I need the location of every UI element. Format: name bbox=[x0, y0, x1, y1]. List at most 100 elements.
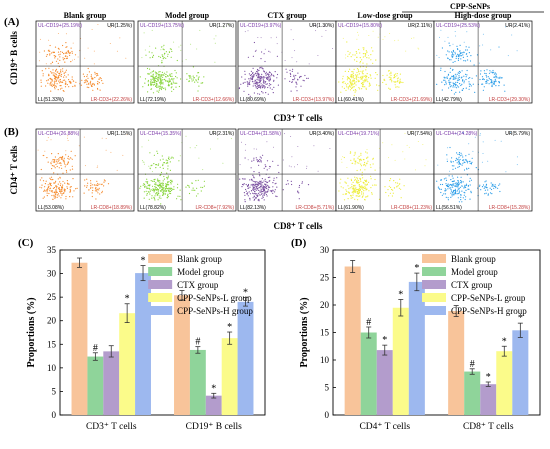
flow-dot bbox=[479, 184, 481, 186]
flow-dot bbox=[58, 162, 60, 164]
flow-dot bbox=[356, 52, 358, 54]
flow-dot bbox=[59, 181, 61, 183]
x-tick-label: CD3⁺ T cells bbox=[86, 422, 137, 432]
flow-dot bbox=[460, 180, 462, 182]
flow-dot bbox=[248, 78, 250, 80]
flow-dot bbox=[50, 182, 52, 184]
flow-dot bbox=[267, 93, 269, 95]
flow-dot bbox=[448, 42, 450, 44]
flow-dot bbox=[462, 132, 463, 133]
flow-plot-frame bbox=[335, 20, 435, 104]
flow-column-title: Model group bbox=[165, 11, 210, 20]
flow-dot bbox=[57, 183, 59, 185]
flow-dot bbox=[346, 190, 348, 192]
flow-dot bbox=[189, 147, 191, 149]
flow-dot bbox=[230, 138, 232, 140]
flow-dot bbox=[141, 146, 143, 148]
flow-dot bbox=[356, 133, 358, 135]
flow-dot bbox=[441, 47, 443, 49]
flow-dot bbox=[453, 180, 455, 182]
flow-dot bbox=[458, 160, 460, 162]
flow-dot bbox=[145, 54, 147, 56]
flow-dot bbox=[273, 75, 275, 77]
flow-dot bbox=[194, 147, 196, 149]
flow-dot bbox=[96, 190, 98, 192]
legend-swatch bbox=[148, 293, 173, 302]
flow-dot bbox=[458, 76, 460, 78]
flow-dot bbox=[159, 56, 162, 58]
flow-dot bbox=[465, 76, 467, 78]
flow-dot bbox=[246, 193, 248, 195]
flow-dot bbox=[251, 78, 253, 80]
flow-dot bbox=[368, 82, 371, 84]
flow-dot bbox=[298, 186, 300, 188]
flow-dot bbox=[255, 49, 257, 51]
flow-dot bbox=[262, 188, 264, 191]
flow-dot bbox=[455, 157, 457, 159]
flow-dot bbox=[162, 46, 164, 48]
flow-dot bbox=[63, 163, 66, 165]
flow-dot bbox=[347, 177, 349, 179]
flow-dot bbox=[46, 192, 48, 194]
flow-dot bbox=[90, 80, 92, 82]
flow-dot bbox=[262, 85, 264, 88]
flow-dot bbox=[173, 78, 175, 80]
significance-mark: # bbox=[470, 359, 475, 370]
flow-dot bbox=[452, 82, 454, 84]
flow-plot-frame bbox=[433, 128, 533, 212]
flow-dot bbox=[97, 74, 99, 76]
flow-dot bbox=[171, 86, 173, 88]
flow-dot bbox=[255, 196, 257, 198]
flow-dot bbox=[54, 159, 56, 161]
flow-dot bbox=[59, 59, 61, 62]
flow-dot bbox=[164, 87, 166, 89]
flow-dot bbox=[48, 67, 50, 69]
y-tick-label: 0 bbox=[52, 410, 57, 420]
flow-dot bbox=[60, 192, 62, 194]
flow-dot bbox=[91, 85, 93, 87]
flow-dot bbox=[465, 78, 467, 81]
flow-dot bbox=[161, 82, 163, 85]
flow-dot bbox=[293, 79, 295, 81]
flow-dot bbox=[49, 54, 51, 56]
flow-dot bbox=[463, 60, 465, 62]
flow-dot bbox=[173, 88, 175, 90]
flow-dot bbox=[444, 188, 446, 190]
flow-dot bbox=[358, 73, 360, 75]
flow-dot bbox=[304, 74, 306, 77]
flow-dot bbox=[411, 37, 412, 39]
flow-dot bbox=[153, 180, 155, 183]
flow-dot bbox=[346, 86, 348, 88]
y-axis-label: Proportions (%) bbox=[299, 297, 310, 367]
flow-dot bbox=[53, 196, 55, 198]
flow-dot bbox=[453, 194, 455, 196]
flow-dot bbox=[197, 77, 199, 79]
flow-dot bbox=[170, 56, 172, 58]
flow-dot bbox=[194, 81, 196, 83]
quadrant-ur-label: UR(5.79%) bbox=[505, 131, 530, 137]
flow-dot bbox=[71, 168, 74, 170]
flow-dot bbox=[452, 183, 454, 185]
flow-dot bbox=[276, 195, 278, 198]
flow-dot bbox=[358, 70, 360, 72]
flow-dot bbox=[417, 141, 419, 142]
flow-dot bbox=[359, 62, 361, 64]
flow-dot bbox=[366, 149, 368, 150]
flow-dot bbox=[295, 86, 297, 88]
flow-dot bbox=[151, 52, 153, 54]
flow-dot bbox=[97, 83, 99, 85]
flow-dot bbox=[67, 74, 69, 76]
flow-dot bbox=[371, 47, 373, 49]
flow-plot-frame bbox=[35, 128, 135, 212]
y-tick-label: 10 bbox=[320, 355, 330, 365]
flow-dot bbox=[260, 187, 262, 189]
flow-dot bbox=[452, 168, 454, 170]
flow-dot bbox=[67, 135, 69, 137]
flow-dot bbox=[366, 163, 368, 165]
flow-dot bbox=[479, 134, 481, 136]
flow-dot bbox=[461, 190, 463, 192]
flow-dot bbox=[160, 182, 162, 184]
flow-dot bbox=[273, 86, 275, 88]
flow-dot bbox=[257, 194, 259, 196]
flow-dot bbox=[161, 188, 163, 191]
